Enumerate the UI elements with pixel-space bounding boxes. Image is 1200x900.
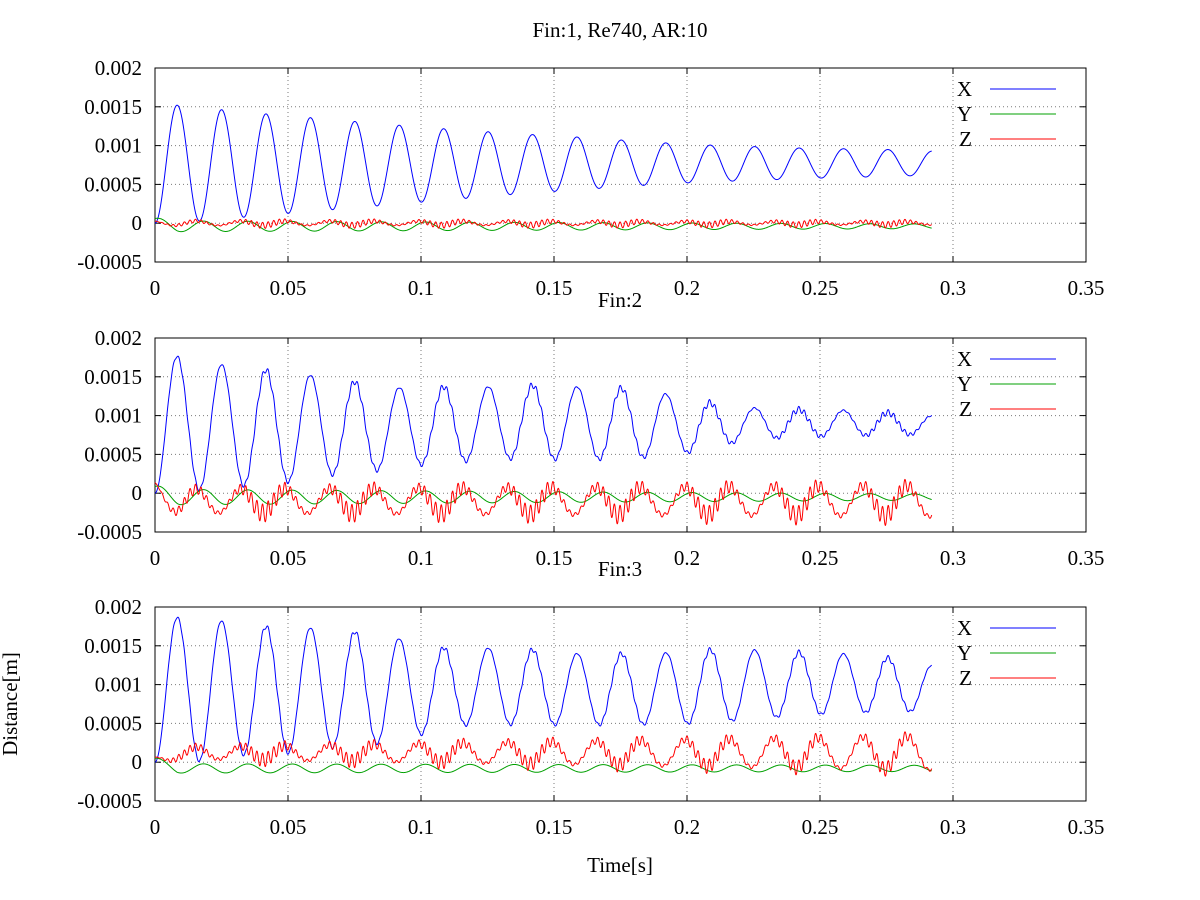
x-tick-label: 0.25 xyxy=(802,815,839,839)
y-tick-label: 0.0015 xyxy=(84,634,142,658)
series-z-line xyxy=(154,478,933,526)
x-tick-label: 0.1 xyxy=(408,815,434,839)
x-tick-label: 0.2 xyxy=(674,546,700,570)
series-z-line xyxy=(154,731,933,777)
y-tick-label: -0.0005 xyxy=(77,250,142,274)
x-tick-label: 0.05 xyxy=(270,815,307,839)
panel-title: Fin:2 xyxy=(598,288,642,312)
y-tick-label: 0.002 xyxy=(95,595,142,619)
x-tick-label: 0 xyxy=(150,546,161,570)
y-tick-label: 0.0015 xyxy=(84,365,142,389)
x-tick-label: 0.15 xyxy=(536,276,573,300)
x-tick-label: 0.1 xyxy=(408,276,434,300)
legend-label-y: Y xyxy=(957,102,972,126)
y-tick-label: 0.0015 xyxy=(84,95,142,119)
y-tick-label: 0.0005 xyxy=(84,172,142,196)
series-y-line xyxy=(154,757,932,774)
legend-label-y: Y xyxy=(957,641,972,665)
y-tick-label: 0 xyxy=(132,750,143,774)
legend-label-x: X xyxy=(957,77,972,101)
x-axis-label: Time[s] xyxy=(587,853,653,877)
x-tick-label: 0.15 xyxy=(536,815,573,839)
x-tick-label: 0.35 xyxy=(1068,276,1105,300)
x-tick-label: 0.3 xyxy=(940,276,966,300)
panel-title: Fin:1, Re740, AR:10 xyxy=(532,18,707,42)
plot-frame xyxy=(154,67,1087,263)
y-tick-label: 0 xyxy=(132,211,143,235)
legend-label-z: Z xyxy=(959,666,972,690)
y-tick-label: -0.0005 xyxy=(77,520,142,544)
x-tick-label: 0.05 xyxy=(270,546,307,570)
x-tick-label: 0.2 xyxy=(674,815,700,839)
series-z-line xyxy=(154,218,933,229)
panel-1: 0 0.05 0.1 0.15 0.2 0.25 0.3 0.35 0.002 0.0015 0.0… xyxy=(77,18,1104,300)
legend-label-x: X xyxy=(957,616,972,640)
series-y-line xyxy=(154,217,932,233)
series-x-line xyxy=(154,104,932,224)
x-tick-label: 0 xyxy=(150,815,161,839)
x-tick-label: 0.2 xyxy=(674,276,700,300)
panel-title: Fin:3 xyxy=(598,557,642,581)
y-tick-label: -0.0005 xyxy=(77,789,142,813)
legend-label-z: Z xyxy=(959,397,972,421)
y-tick-label: 0.001 xyxy=(95,134,142,158)
x-tick-label: 0.05 xyxy=(270,276,307,300)
y-axis-label: Distance[m] xyxy=(0,652,22,756)
legend-label-z: Z xyxy=(959,127,972,151)
plot-frame xyxy=(154,606,1087,802)
panel-2: 0 0.05 0.1 0.15 0.2 0.25 0.3 0.35 0.002 0.0015 0.0… xyxy=(77,288,1104,570)
x-tick-label: 0.35 xyxy=(1068,815,1105,839)
panel-3: 0 0.05 0.1 0.15 0.2 0.25 0.3 0.35 0.002 0.0015 0.0… xyxy=(0,557,1104,877)
y-tick-label: 0.001 xyxy=(95,673,142,697)
y-tick-label: 0 xyxy=(132,481,143,505)
legend-label-y: Y xyxy=(957,372,972,396)
series-x-line xyxy=(154,355,933,494)
x-tick-label: 0 xyxy=(150,276,161,300)
y-tick-label: 0.0005 xyxy=(84,711,142,735)
x-tick-label: 0.3 xyxy=(940,546,966,570)
legend-label-x: X xyxy=(957,347,972,371)
x-tick-label: 0.15 xyxy=(536,546,573,570)
y-tick-label: 0.002 xyxy=(95,326,142,350)
series-x-line xyxy=(154,616,933,763)
plot-frame xyxy=(154,337,1087,533)
y-tick-label: 0.001 xyxy=(95,404,142,428)
x-tick-label: 0.25 xyxy=(802,276,839,300)
x-tick-label: 0.35 xyxy=(1068,546,1105,570)
x-tick-label: 0.1 xyxy=(408,546,434,570)
y-tick-label: 0.002 xyxy=(95,56,142,80)
y-tick-label: 0.0005 xyxy=(84,442,142,466)
x-tick-label: 0.3 xyxy=(940,815,966,839)
x-tick-label: 0.25 xyxy=(802,546,839,570)
